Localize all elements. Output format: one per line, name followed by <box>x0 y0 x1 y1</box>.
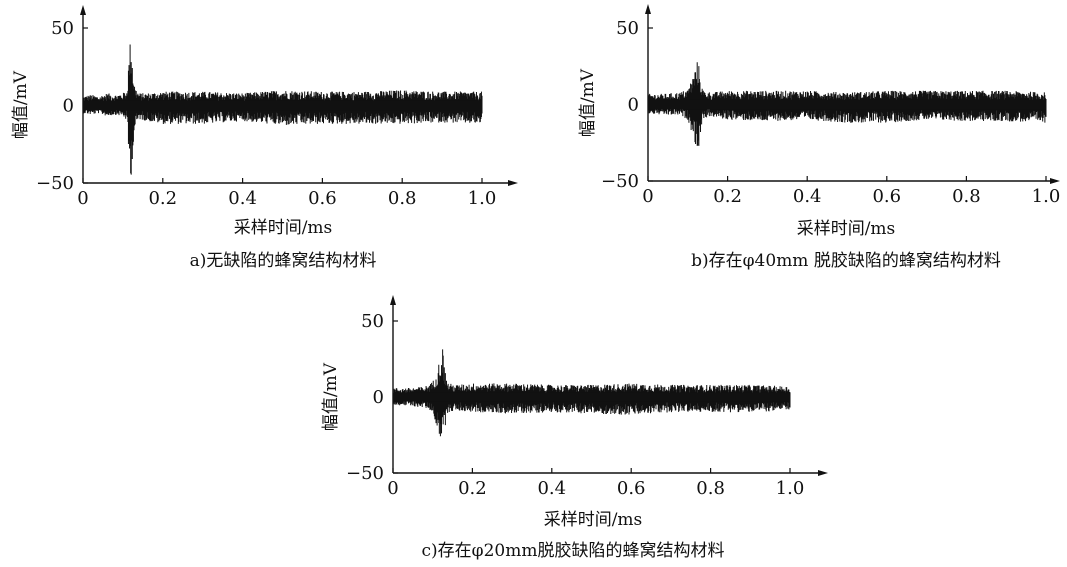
caption-b: b)存在φ40mm 脱胶缺陷的蜂窝结构材料 <box>691 251 1001 271</box>
y-tick-label: 0 <box>373 387 384 408</box>
y-tick-label: 50 <box>361 311 384 332</box>
signal-baseline-band-a <box>84 100 482 111</box>
x-axis-arrow-c <box>818 470 828 476</box>
signal-trace-b <box>647 62 1047 146</box>
x-tick-label: 0.4 <box>228 188 257 209</box>
chart-panel-a: 500−50 0 0.2 0.4 0.6 0.8 1.0 幅值/mV 采样时间/ms a)… <box>11 5 518 271</box>
y-tick-label: −50 <box>36 173 74 194</box>
y-tick-label: 0 <box>628 95 639 116</box>
x-tick-label: 0.4 <box>793 186 822 207</box>
x-tick-label: 0 <box>387 478 398 499</box>
x-tick-label: 0.2 <box>458 478 487 499</box>
signal-baseline-band-c <box>394 392 790 402</box>
signal-baseline-band-b <box>649 99 1046 110</box>
y-tick-label: −50 <box>346 463 384 484</box>
ylabel-b: 幅值/mV <box>578 68 598 137</box>
caption-a: a)无缺陷的蜂窝结构材料 <box>190 251 377 271</box>
chart-panel-b: 500−50 0 0.2 0.4 0.6 0.8 1.0 幅值/mV 采样时间/ms b)… <box>578 4 1060 271</box>
xlabel-c: 采样时间/ms <box>544 510 643 530</box>
x-tick-label: 0.2 <box>148 188 177 209</box>
xlabel-a: 采样时间/ms <box>234 218 333 238</box>
x-tick-label: 0.8 <box>952 186 981 207</box>
x-tick-label: 0.8 <box>388 188 417 209</box>
x-ticks-c: 0 0.2 0.4 0.6 0.8 1.0 <box>387 468 804 499</box>
ylabel-a: 幅值/mV <box>11 70 31 139</box>
y-ticks-b: 50 0 −50 <box>601 18 653 192</box>
signal-trace-c <box>392 349 791 437</box>
x-axis-arrow-b <box>1050 178 1060 184</box>
x-tick-label: 1.0 <box>776 478 805 499</box>
xlabel-b: 采样时间/ms <box>797 219 896 239</box>
x-axis-arrow-a <box>508 180 518 186</box>
y-ticks-a: 50 0 −50 <box>36 18 88 194</box>
caption-c: c)存在φ20mm脱胶缺陷的蜂窝结构材料 <box>422 541 725 561</box>
x-tick-label: 1.0 <box>1032 186 1061 207</box>
x-tick-label: 0 <box>642 186 653 207</box>
x-tick-label: 0.8 <box>696 478 725 499</box>
x-ticks-a: 0 0.2 0.4 0.6 0.8 1.0 <box>77 178 496 209</box>
x-tick-label: 0.6 <box>617 478 646 499</box>
y-ticks-c: 50 0 −50 <box>346 311 398 484</box>
x-tick-label: 0.6 <box>308 188 337 209</box>
y-tick-label: 50 <box>51 18 74 39</box>
y-tick-label: 50 <box>616 18 639 39</box>
chart-panel-c: 500−50 0 0.2 0.4 0.6 0.8 1.0 幅值/mV 采样时间/ms c)… <box>321 295 828 561</box>
x-ticks-b: 0 0.2 0.4 0.6 0.8 1.0 <box>642 176 1060 207</box>
x-tick-label: 1.0 <box>468 188 497 209</box>
y-axis-arrow-b <box>645 4 651 14</box>
x-tick-label: 0.6 <box>872 186 901 207</box>
signal-trace-a <box>82 44 483 175</box>
x-tick-label: 0.2 <box>713 186 742 207</box>
y-axis-arrow-a <box>80 5 86 15</box>
x-tick-label: 0.4 <box>537 478 566 499</box>
y-axis-arrow-c <box>390 295 396 305</box>
ylabel-c: 幅值/mV <box>321 362 341 431</box>
y-tick-label: −50 <box>601 171 639 192</box>
x-tick-label: 0 <box>77 188 88 209</box>
y-tick-label: 0 <box>63 96 74 117</box>
